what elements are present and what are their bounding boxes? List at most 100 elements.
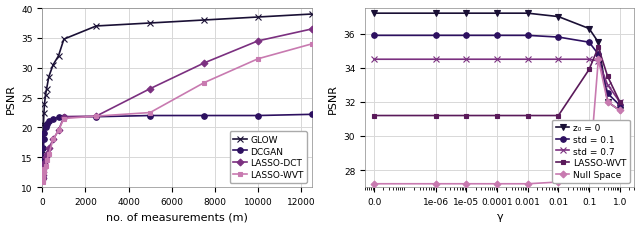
DCGAN <box>43 123 51 126</box>
DCGAN <box>54 116 62 119</box>
LASSO-WVT <box>254 58 262 61</box>
GLOW <box>254 17 262 19</box>
GLOW <box>43 88 51 91</box>
Line: z₀ = 0: z₀ = 0 <box>371 11 623 114</box>
std = 0.1 <box>432 35 440 37</box>
LASSO-WVT <box>54 130 62 132</box>
DCGAN <box>40 138 48 141</box>
std = 0.1 <box>524 35 532 37</box>
GLOW <box>49 64 57 67</box>
LASSO-WVT <box>595 47 602 49</box>
DCGAN <box>41 133 49 135</box>
LASSO-DCT <box>200 62 208 65</box>
X-axis label: γ: γ <box>497 212 503 222</box>
std = 0.7 <box>616 101 623 104</box>
DCGAN <box>42 126 49 129</box>
LASSO-DCT <box>41 162 49 165</box>
GLOW <box>39 150 47 153</box>
Null Space <box>524 183 532 185</box>
DCGAN <box>200 115 208 117</box>
DCGAN <box>39 168 47 171</box>
LASSO-WVT <box>92 115 100 118</box>
GLOW <box>42 94 49 96</box>
DCGAN <box>254 115 262 117</box>
LASSO-WVT <box>45 153 52 156</box>
LASSO-DCT <box>254 40 262 43</box>
LASSO-DCT <box>42 156 49 159</box>
LASSO-DCT <box>43 153 51 156</box>
std = 0.1 <box>463 35 470 37</box>
z₀ = 0 <box>604 101 611 104</box>
DCGAN <box>49 118 57 120</box>
LASSO-DCT <box>92 115 100 118</box>
DCGAN <box>45 121 52 123</box>
z₀ = 0 <box>371 13 378 15</box>
z₀ = 0 <box>493 13 501 15</box>
Null Space <box>432 183 440 185</box>
DCGAN <box>92 116 100 118</box>
Y-axis label: PSNR: PSNR <box>6 83 15 113</box>
Null Space <box>616 110 623 112</box>
std = 0.1 <box>595 54 602 56</box>
LASSO-WVT <box>555 115 563 117</box>
GLOW <box>45 76 52 79</box>
LASSO-WVT <box>147 112 154 114</box>
GLOW <box>92 25 100 28</box>
Null Space <box>585 174 593 177</box>
Null Space <box>595 59 602 61</box>
LASSO-WVT <box>432 115 440 117</box>
LASSO-WVT <box>524 115 532 117</box>
Legend: z₀ = 0, std = 0.1, std = 0.7, LASSO-WVT, Null Space: z₀ = 0, std = 0.1, std = 0.7, LASSO-WVT,… <box>552 120 630 183</box>
X-axis label: no. of measurements (m): no. of measurements (m) <box>106 212 248 222</box>
LASSO-WVT <box>43 159 51 162</box>
GLOW <box>308 14 316 16</box>
LASSO-WVT <box>40 174 47 177</box>
Line: DCGAN: DCGAN <box>40 112 315 181</box>
DCGAN <box>308 114 316 116</box>
std = 0.1 <box>585 42 593 44</box>
LASSO-WVT <box>39 179 47 182</box>
z₀ = 0 <box>432 13 440 15</box>
LASSO-WVT <box>616 101 623 104</box>
std = 0.1 <box>616 104 623 107</box>
GLOW <box>200 20 208 22</box>
DCGAN <box>39 159 47 162</box>
std = 0.1 <box>371 35 378 37</box>
GLOW <box>41 103 49 106</box>
z₀ = 0 <box>524 13 532 15</box>
GLOW <box>38 165 46 168</box>
GLOW <box>54 55 62 58</box>
std = 0.1 <box>604 93 611 95</box>
std = 0.7 <box>604 84 611 87</box>
LASSO-WVT <box>39 177 47 180</box>
LASSO-DCT <box>45 147 52 150</box>
z₀ = 0 <box>585 28 593 31</box>
Null Space <box>555 181 563 184</box>
std = 0.7 <box>371 59 378 61</box>
GLOW <box>147 22 154 25</box>
LASSO-DCT <box>147 88 154 91</box>
Line: LASSO-DCT: LASSO-DCT <box>40 27 314 181</box>
LASSO-DCT <box>60 116 68 118</box>
Line: std = 0.1: std = 0.1 <box>371 33 623 109</box>
std = 0.7 <box>432 59 440 61</box>
z₀ = 0 <box>616 110 623 112</box>
Null Space <box>604 101 611 104</box>
Null Space <box>371 183 378 185</box>
DCGAN <box>147 115 154 117</box>
LASSO-WVT <box>41 168 49 171</box>
std = 0.1 <box>555 37 563 39</box>
z₀ = 0 <box>555 16 563 19</box>
LASSO-WVT <box>604 76 611 78</box>
LASSO-WVT <box>38 181 46 184</box>
Y-axis label: PSNR: PSNR <box>328 83 338 113</box>
LASSO-DCT <box>49 138 57 141</box>
LASSO-DCT <box>54 130 62 132</box>
LASSO-WVT <box>585 69 593 72</box>
std = 0.7 <box>595 60 602 63</box>
LASSO-WVT <box>200 82 208 85</box>
LASSO-DCT <box>308 28 316 31</box>
LASSO-DCT <box>40 165 48 168</box>
Line: Null Space: Null Space <box>372 58 622 186</box>
LASSO-WVT <box>463 115 470 117</box>
